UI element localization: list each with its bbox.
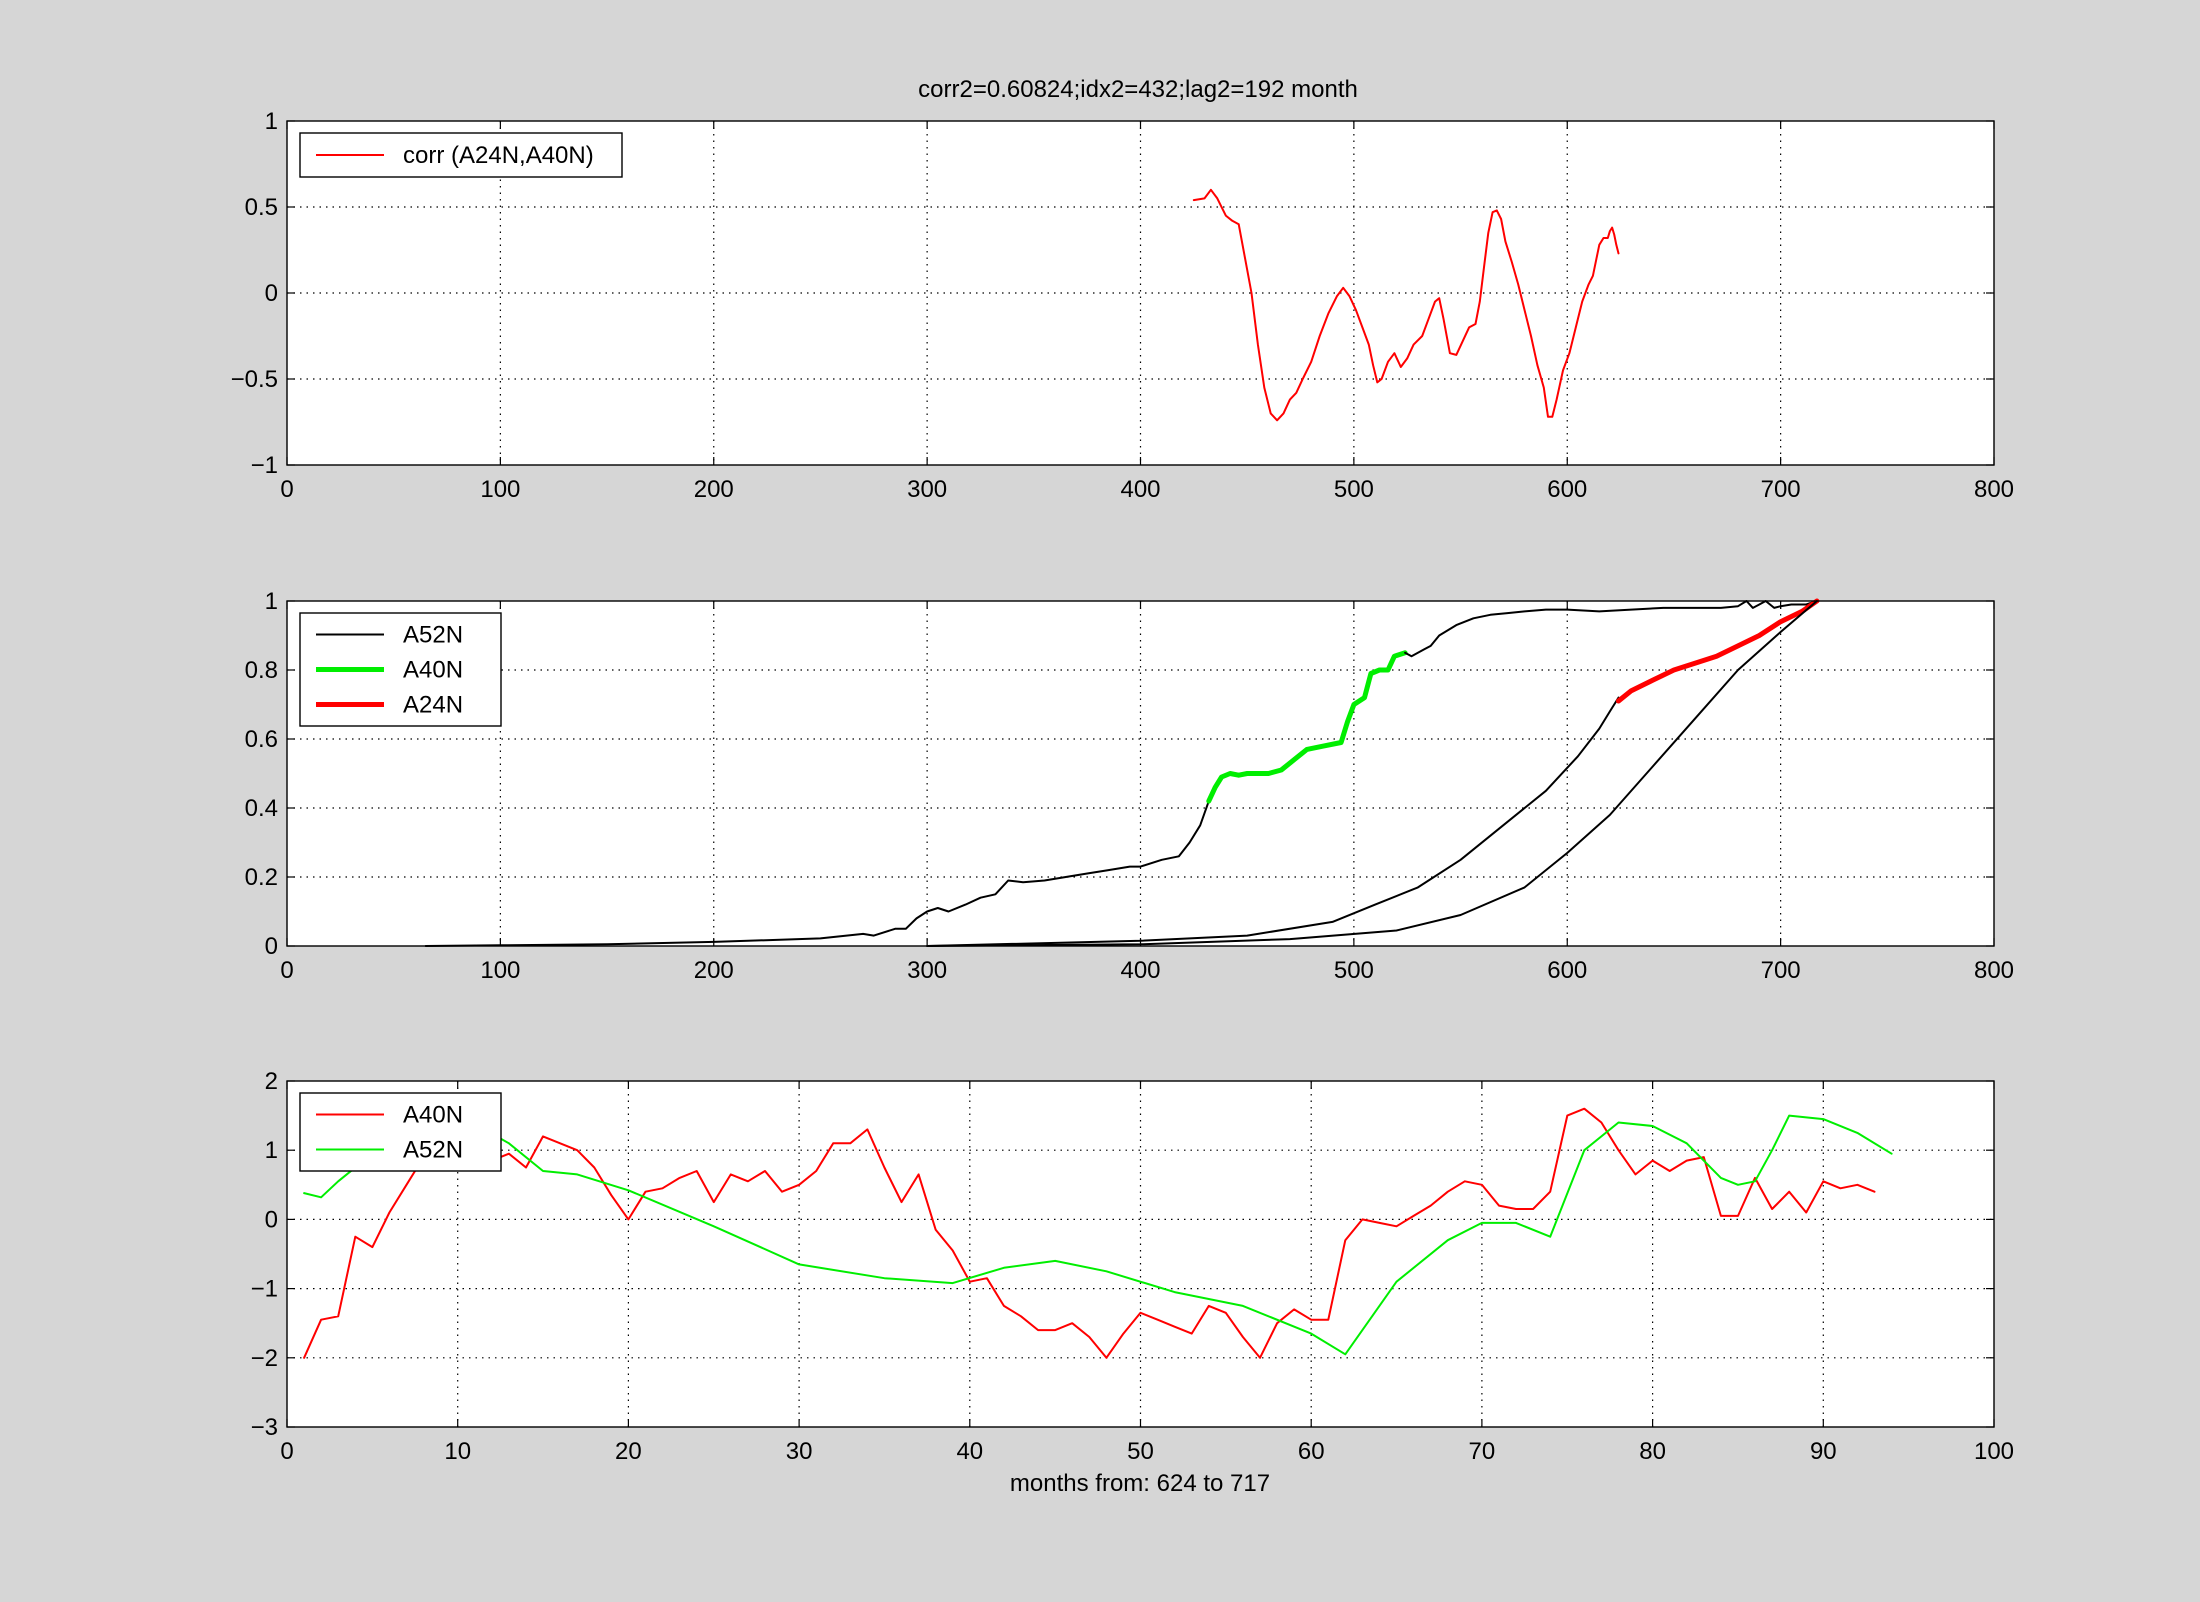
x-tick-label: 300 xyxy=(907,476,947,503)
x-tick-label: 0 xyxy=(280,1438,293,1465)
plot-area xyxy=(287,1081,1994,1427)
x-tick-label: 300 xyxy=(907,957,947,984)
series-line-a24n xyxy=(1616,598,1820,704)
x-tick-label: 600 xyxy=(1547,476,1587,503)
axes-frame xyxy=(286,120,1995,466)
y-tick-label: 0.6 xyxy=(245,726,278,753)
x-tick-label: 200 xyxy=(694,957,734,984)
x-tick-label: 80 xyxy=(1639,1438,1666,1465)
x-tick-label: 200 xyxy=(694,476,734,503)
subplot-correlation: 0 100 200 300 400 500 600 700 800 −1 −0.5 0 0.5 1 corr… xyxy=(231,108,2014,503)
subplot-anomalies: 0 10 20 30 40 50 60 70 80 90 100 −3 −2 −1 0 1 2 A40N A52N xyxy=(251,1068,2014,1465)
y-tick-label: −1 xyxy=(251,1276,278,1303)
series-line-a52n xyxy=(424,800,1210,947)
y-tick-label: −1 xyxy=(251,452,278,479)
series-line-a52n-lower-s-curve xyxy=(926,600,1818,947)
x-tick-label: 500 xyxy=(1334,957,1374,984)
legend-label: A24N xyxy=(403,692,463,719)
figure-title: corr2=0.60824;idx2=432;lag2=192 month xyxy=(918,76,1358,103)
x-tick-label: 600 xyxy=(1547,957,1587,984)
x-tick-label: 700 xyxy=(1761,476,1801,503)
x-tick-label: 50 xyxy=(1127,1438,1154,1465)
x-tick-label: 90 xyxy=(1810,1438,1837,1465)
x-tick-label: 100 xyxy=(480,476,520,503)
y-tick-label: 2 xyxy=(265,1068,278,1095)
y-tick-label: 1 xyxy=(265,588,278,615)
y-tick-label: 0.8 xyxy=(245,657,278,684)
x-tick-label: 30 xyxy=(786,1438,813,1465)
x-tick-label: 800 xyxy=(1974,476,2014,503)
x-tick-label: 0 xyxy=(280,957,293,984)
legend-label: corr (A24N,A40N) xyxy=(403,142,594,169)
y-tick-label: 0.2 xyxy=(245,864,278,891)
legend-label: A40N xyxy=(403,657,463,684)
series-line-a40n xyxy=(303,1097,1876,1359)
x-tick-label: 0 xyxy=(280,476,293,503)
x-tick-label: 100 xyxy=(480,957,520,984)
legend-box xyxy=(299,1092,502,1172)
series-line-a52n-continued xyxy=(1404,600,1818,658)
legend-label: A52N xyxy=(403,1137,463,1164)
subplot-cumulative: 0 100 200 300 400 500 600 700 800 0 0.2 0.4 0.6 0.8 1 A… xyxy=(245,588,2014,984)
x-tick-label: 400 xyxy=(1120,957,1160,984)
y-tick-label: −2 xyxy=(251,1345,278,1372)
y-tick-label: 0 xyxy=(265,280,278,307)
x-tick-label: 800 xyxy=(1974,957,2014,984)
x-tick-label: 40 xyxy=(956,1438,983,1465)
y-tick-label: 1 xyxy=(265,108,278,135)
y-tick-label: 0 xyxy=(265,933,278,960)
legend-label: A52N xyxy=(403,622,463,649)
y-tick-label: −0.5 xyxy=(231,366,278,393)
y-tick-label: 0.5 xyxy=(245,194,278,221)
x-tick-label: 60 xyxy=(1298,1438,1325,1465)
axes-frame xyxy=(286,600,1995,947)
series-line-a40n xyxy=(1206,650,1408,804)
series-line-corr-a24n-a40n xyxy=(1192,188,1620,422)
y-tick-label: 0 xyxy=(265,1206,278,1233)
x-tick-label: 500 xyxy=(1334,476,1374,503)
x-tick-label: 400 xyxy=(1120,476,1160,503)
x-axis-label: months from: 624 to 717 xyxy=(1010,1470,1270,1497)
x-tick-label: 100 xyxy=(1974,1438,2014,1465)
y-tick-label: −3 xyxy=(251,1414,278,1441)
axes-frame xyxy=(286,1080,1995,1428)
y-tick-label: 0.4 xyxy=(245,795,278,822)
x-tick-label: 700 xyxy=(1761,957,1801,984)
x-tick-label: 70 xyxy=(1469,1438,1496,1465)
y-tick-label: 1 xyxy=(265,1137,278,1164)
x-tick-label: 10 xyxy=(444,1438,471,1465)
legend-label: A40N xyxy=(403,1102,463,1129)
series-line-a52n-upper-s-curve xyxy=(926,696,1620,947)
x-tick-label: 20 xyxy=(615,1438,642,1465)
